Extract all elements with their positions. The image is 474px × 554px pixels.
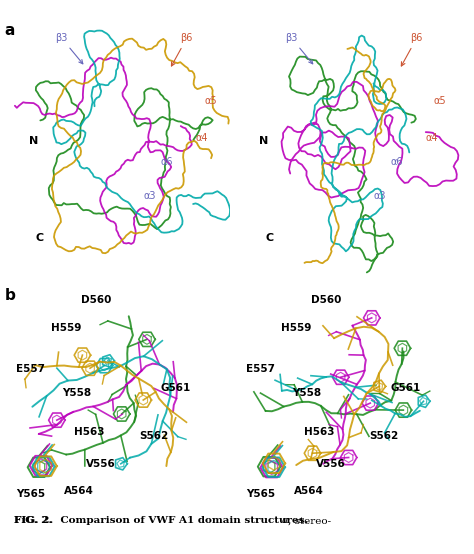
Text: , stereo-: , stereo- bbox=[288, 516, 331, 525]
Text: V556: V556 bbox=[86, 459, 115, 469]
Text: Y565: Y565 bbox=[246, 489, 275, 499]
Text: α4: α4 bbox=[195, 133, 208, 143]
Text: Y558: Y558 bbox=[292, 388, 321, 398]
Text: D560: D560 bbox=[81, 295, 111, 305]
Text: α3: α3 bbox=[374, 191, 386, 201]
Text: S562: S562 bbox=[139, 430, 169, 440]
Text: α6: α6 bbox=[391, 157, 403, 167]
Text: α5: α5 bbox=[434, 96, 447, 106]
Text: N: N bbox=[29, 136, 38, 146]
Text: a: a bbox=[5, 23, 15, 38]
Text: Y565: Y565 bbox=[17, 489, 46, 499]
Text: E557: E557 bbox=[246, 363, 275, 373]
Text: G561: G561 bbox=[161, 383, 191, 393]
Text: b: b bbox=[5, 288, 16, 303]
Text: S562: S562 bbox=[369, 430, 399, 440]
Text: A564: A564 bbox=[294, 486, 324, 496]
Text: a: a bbox=[282, 516, 288, 525]
Text: β6: β6 bbox=[401, 33, 423, 66]
Text: α6: α6 bbox=[161, 157, 173, 167]
Text: Y558: Y558 bbox=[62, 388, 91, 398]
Text: A564: A564 bbox=[64, 486, 94, 496]
Text: FIG. 2.  Comparison of VWF A1 domain structures.: FIG. 2. Comparison of VWF A1 domain stru… bbox=[14, 516, 312, 525]
Text: H563: H563 bbox=[74, 427, 105, 437]
Text: D560: D560 bbox=[311, 295, 341, 305]
Text: β6: β6 bbox=[172, 33, 193, 66]
Text: N: N bbox=[259, 136, 268, 146]
Text: H559: H559 bbox=[51, 323, 81, 334]
Text: α3: α3 bbox=[144, 191, 156, 201]
Text: β3: β3 bbox=[55, 33, 83, 64]
Text: H559: H559 bbox=[281, 323, 311, 334]
Text: E557: E557 bbox=[17, 363, 46, 373]
Text: α4: α4 bbox=[425, 133, 438, 143]
Text: β3: β3 bbox=[285, 33, 313, 64]
Text: V556: V556 bbox=[316, 459, 345, 469]
Text: C: C bbox=[265, 233, 274, 243]
Text: G561: G561 bbox=[391, 383, 421, 393]
Text: H563: H563 bbox=[304, 427, 335, 437]
Text: α5: α5 bbox=[204, 96, 217, 106]
Text: C: C bbox=[36, 233, 44, 243]
Text: FɪG. 2.: FɪG. 2. bbox=[14, 516, 52, 525]
